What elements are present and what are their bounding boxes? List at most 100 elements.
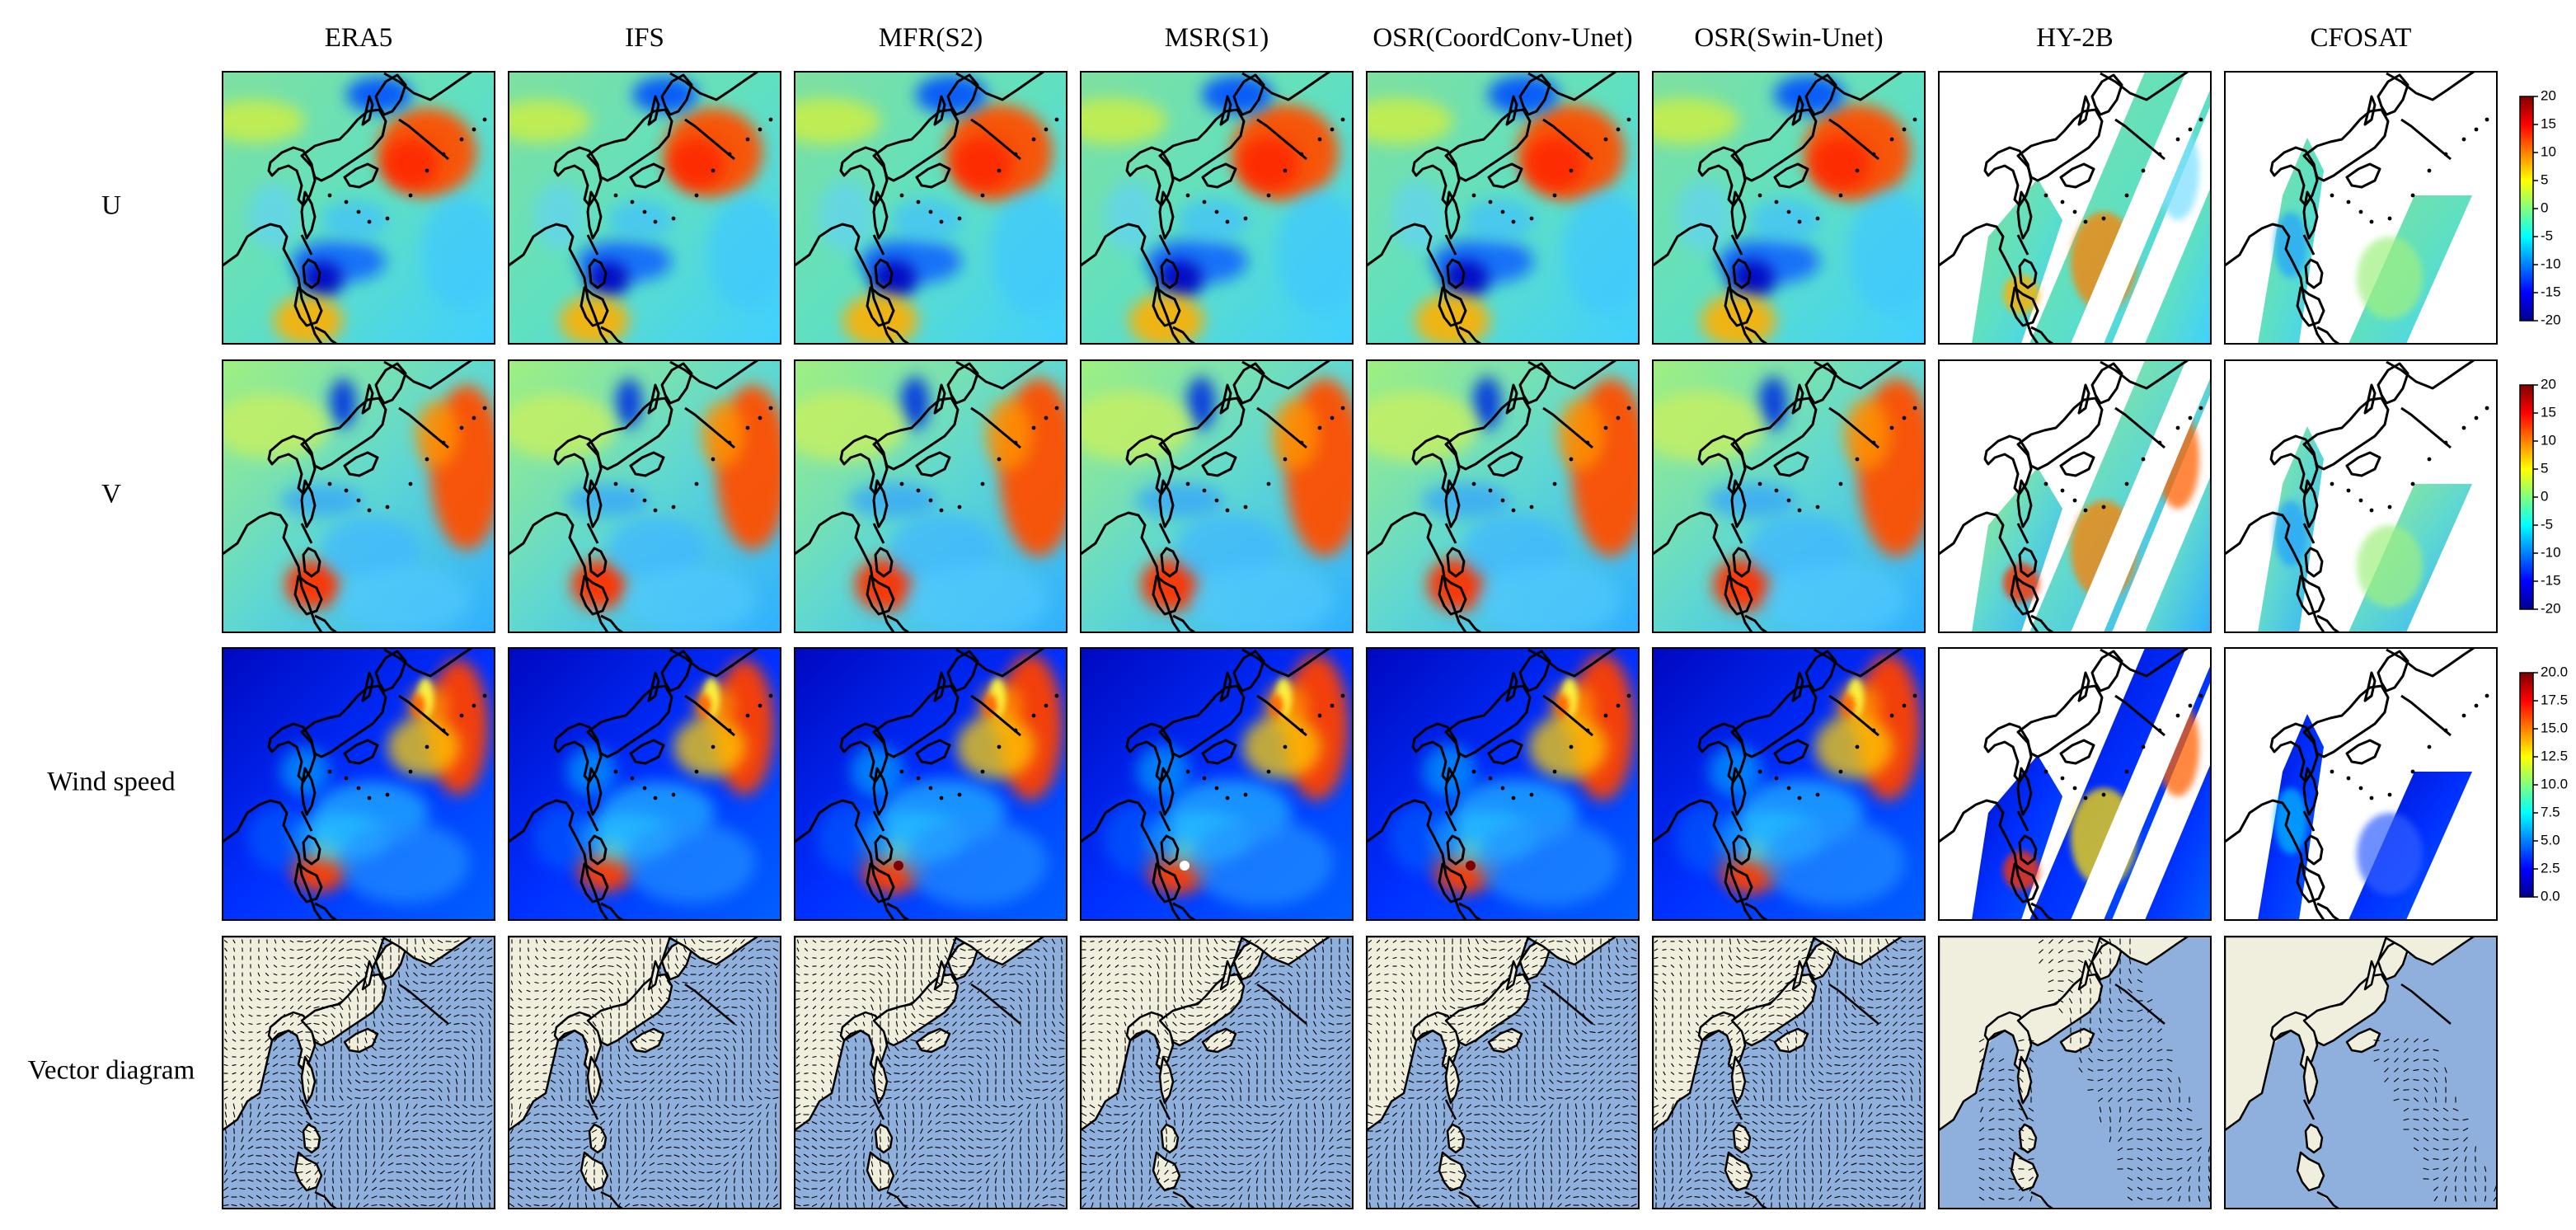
wind-arrow [828,1178,834,1183]
wind-arrow [812,1055,817,1059]
wind-arrow [666,1071,671,1076]
wind-arrow [429,1096,435,1101]
wind-arrow [280,1129,287,1133]
wind-arrow [1106,981,1111,984]
island-marker [2072,498,2077,503]
wind-arrow [715,940,721,943]
wind-arrow [1026,1070,1031,1077]
coastline [970,118,1021,161]
wind-arrow [698,1145,705,1150]
wind-arrow [811,1105,818,1108]
coastline [374,362,407,405]
wind-arrow [1255,947,1260,952]
wind-arrow [1089,1104,1096,1109]
wind-arrow [1265,1087,1266,1093]
island-marker [2083,796,2088,800]
wind-arrow [887,1144,890,1151]
wind-arrow [758,1169,761,1176]
wind-arrow [583,1122,589,1124]
coastline [586,108,673,182]
wind-arrow [625,963,630,969]
wind-arrow [1279,1112,1284,1117]
wind-arrow [297,1120,303,1125]
wind-arrow [811,1153,818,1158]
wind-arrow [820,1202,825,1209]
coastline [383,937,472,966]
wind-arrow [313,1038,320,1043]
field-feature [1128,293,1204,344]
wind-arrow [632,1054,639,1059]
wind-arrow [314,964,319,969]
wind-arrow [470,1014,476,1017]
wind-arrow [289,973,294,976]
wind-arrow [1221,956,1227,960]
field-feature [300,261,343,298]
wind-arrow [585,1062,587,1068]
wind-arrow [617,1185,621,1192]
coastline [1125,1011,1175,1072]
wind-arrow [853,939,858,944]
wind-arrow [429,1063,435,1067]
wind-arrow [453,1170,460,1175]
wind-arrow [379,1204,386,1207]
wind-arrow [1002,1153,1006,1159]
wind-arrow [1346,955,1349,961]
wind-arrow [870,1070,874,1077]
wind-arrow [1221,1121,1227,1124]
wind-arrow [1010,1095,1015,1101]
coastline [1724,862,1753,904]
wind-arrow [339,1004,344,1011]
wind-arrow [617,1136,621,1143]
coastline [1487,739,1523,765]
wind-arrow [756,973,762,976]
wind-arrow [658,1071,663,1076]
wind-arrow [1165,1111,1168,1118]
wind-arrow [803,1196,809,1198]
wind-arrow [1189,1103,1193,1110]
wind-arrow [1270,989,1277,993]
wind-arrow [820,997,825,1002]
wind-arrow [446,1078,451,1085]
wind-arrow [265,955,269,960]
coastline [2302,767,2319,816]
wind-arrow [1124,1013,1127,1018]
column-title-cfosat: CFOSAT [2311,23,2412,53]
wind-arrow [315,1185,318,1192]
wind-arrow [1019,1161,1022,1167]
wind-arrow [1213,1046,1219,1051]
wind-arrow [256,1022,261,1026]
wind-arrow [936,1103,941,1110]
wind-arrow [232,1103,236,1110]
wind-arrow [453,1022,460,1026]
wind-arrow [749,1194,753,1200]
wind-arrow [1329,996,1334,1002]
wind-arrow [724,1169,729,1176]
wind-arrow [812,997,817,1002]
coastline [2077,383,2090,415]
coastline [669,360,758,390]
row-title-vector-diagram: Vector diagram [28,1056,195,1086]
panel-frame [794,359,1067,633]
wind-arrow [1100,1079,1101,1084]
wind-arrow [804,1063,809,1067]
coastline [2114,118,2165,161]
wind-arrow [1042,1204,1049,1207]
wind-arrow [487,1120,492,1125]
field-feature [952,137,1013,191]
island-marker [1569,744,1574,749]
wind-arrow [706,1163,713,1165]
wind-arrow [1221,948,1227,951]
wind-arrow [281,965,286,968]
wind-arrow [836,1138,842,1140]
wind-arrow [1272,1078,1275,1085]
island-marker [1569,457,1574,462]
wind-arrow [566,1112,573,1117]
wind-arrow [380,938,385,945]
wind-arrow [673,1146,680,1149]
wind-arrow [396,1145,402,1150]
wind-arrow [910,1063,917,1067]
wind-arrow [373,971,375,978]
wind-arrow [240,1096,245,1101]
wind-arrow [682,964,688,969]
